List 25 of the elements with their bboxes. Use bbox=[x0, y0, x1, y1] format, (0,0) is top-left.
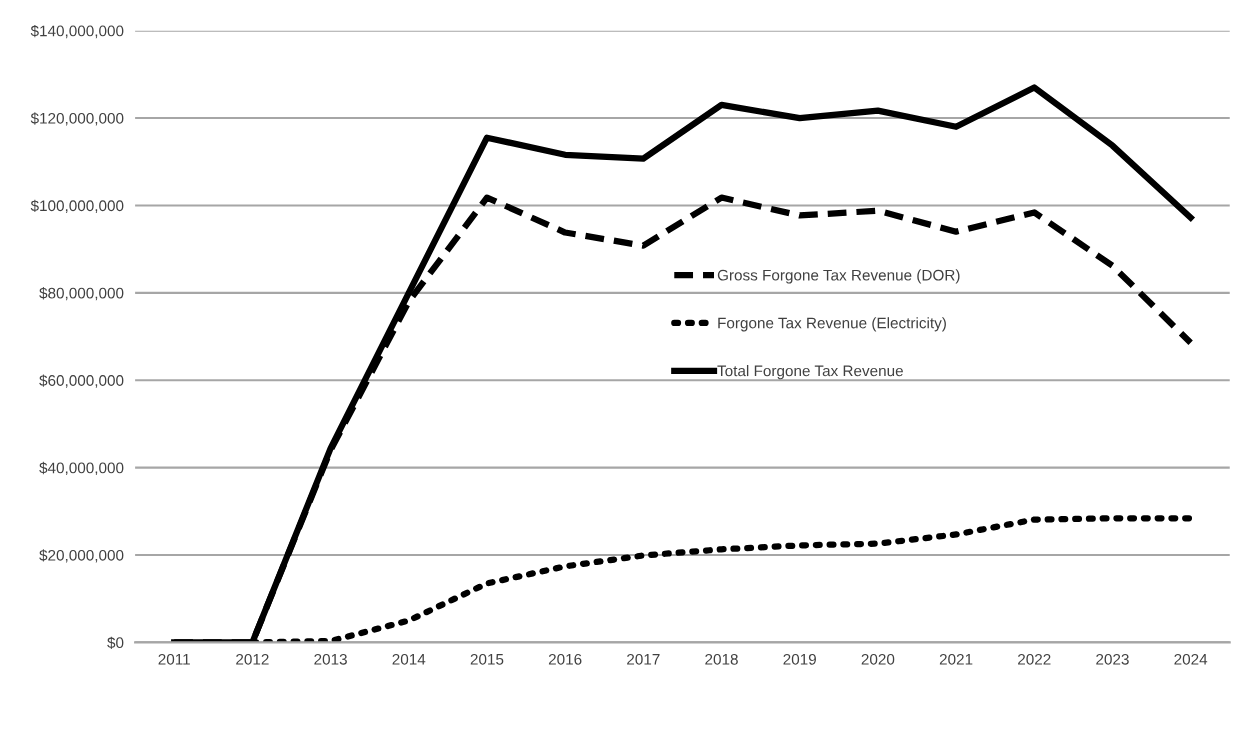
y-tick-label: $40,000,000 bbox=[39, 461, 124, 476]
x-tick-label: 2012 bbox=[236, 653, 269, 665]
legend-label: Gross Forgone Tax Revenue (DOR) bbox=[717, 269, 960, 284]
x-tick-label: 2014 bbox=[392, 653, 426, 665]
x-tick-label: 2016 bbox=[548, 653, 582, 665]
legend-label: Total Forgone Tax Revenue bbox=[717, 365, 903, 380]
x-tick-label: 2023 bbox=[1096, 653, 1129, 665]
x-tick-label: 2017 bbox=[627, 653, 660, 665]
y-tick-label: $140,000,000 bbox=[30, 24, 124, 39]
x-tick-label: 2019 bbox=[783, 653, 816, 665]
y-tick-label: $60,000,000 bbox=[39, 374, 124, 388]
x-tick-label: 2020 bbox=[861, 653, 895, 665]
x-tick-label: 2021 bbox=[939, 653, 973, 665]
x-tick-label: 2011 bbox=[158, 653, 190, 665]
y-tick-label: $0 bbox=[107, 636, 124, 649]
x-tick-label: 2018 bbox=[705, 653, 738, 665]
x-tick-label: 2024 bbox=[1174, 653, 1208, 665]
y-tick-label: $100,000,000 bbox=[30, 199, 124, 213]
x-tick-label: 2022 bbox=[1018, 653, 1051, 665]
y-tick-label: $20,000,000 bbox=[39, 549, 124, 563]
x-tick-label: 2013 bbox=[314, 653, 347, 665]
y-tick-label: $120,000,000 bbox=[30, 112, 124, 126]
y-tick-label: $80,000,000 bbox=[39, 287, 124, 301]
x-tick-label: 2015 bbox=[470, 653, 504, 665]
legend-label: Forgone Tax Revenue (Electricity) bbox=[718, 317, 946, 332]
